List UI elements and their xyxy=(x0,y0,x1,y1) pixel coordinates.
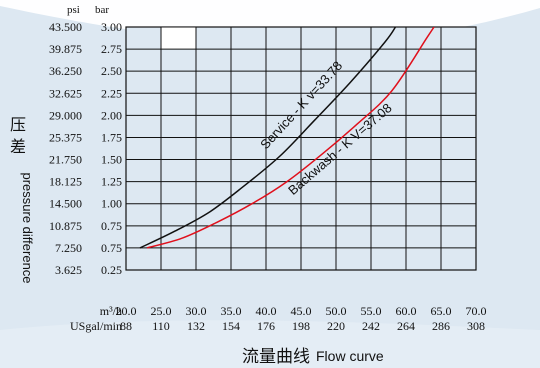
x-tick-label-m3h: 40.0 xyxy=(256,304,277,318)
x-tick-label-usgal: 88 xyxy=(120,319,132,333)
x-tick-label-m3h: 65.0 xyxy=(431,304,452,318)
x-tick-label-m3h: 55.0 xyxy=(361,304,382,318)
x-tick-label-usgal: 286 xyxy=(432,319,450,333)
chart-title-en: Flow curve xyxy=(316,348,384,364)
series-line-service xyxy=(139,27,397,249)
chart-title-cn: 流量曲线 xyxy=(242,347,310,366)
y-tick-label-bar: 2.75 xyxy=(101,42,122,56)
y-tick-label-bar: 3.00 xyxy=(101,20,122,34)
y-label-cn-1: 压 xyxy=(10,117,26,134)
x-tick-label-usgal: 220 xyxy=(327,319,345,333)
x-tick-label-m3h: 60.0 xyxy=(396,304,417,318)
y-tick-label-psi: 3.625 xyxy=(55,263,82,277)
x-unit-usgal: USgal/min xyxy=(70,319,122,333)
decorative-wave-bottom xyxy=(0,320,540,368)
x-tick-label-usgal: 198 xyxy=(292,319,310,333)
x-tick-label-usgal: 154 xyxy=(222,319,240,333)
x-tick-label-usgal: 176 xyxy=(257,319,275,333)
y-tick-label-bar: 1.75 xyxy=(101,130,122,144)
y-tick-label-psi: 25.375 xyxy=(49,130,82,144)
y-tick-label-psi: 43.500 xyxy=(49,20,82,34)
y-tick-label-bar: 0.25 xyxy=(101,263,122,277)
y-tick-label-bar: 0.75 xyxy=(101,241,122,255)
y-tick-label-bar: 0.75 xyxy=(101,219,122,233)
x-tick-label-m3h: 45.0 xyxy=(291,304,312,318)
x-tick-label-m3h: 35.0 xyxy=(221,304,242,318)
x-tick-label-usgal: 132 xyxy=(187,319,205,333)
series-line-backwash xyxy=(146,27,435,249)
y-tick-label-psi: 36.250 xyxy=(49,64,82,78)
x-tick-label-usgal: 264 xyxy=(397,319,415,333)
y-tick-label-psi: 29.000 xyxy=(49,108,82,122)
y-tick-label-psi: 7.250 xyxy=(55,241,82,255)
x-tick-label-m3h: 30.0 xyxy=(186,304,207,318)
x-tick-label-usgal: 110 xyxy=(152,319,170,333)
y-label-en: pressure difference xyxy=(20,172,35,283)
x-tick-label-usgal: 308 xyxy=(467,319,485,333)
grid-lines xyxy=(125,26,477,271)
y-tick-label-psi: 18.125 xyxy=(49,175,82,189)
y-tick-labels: 43.500 3.00 39.875 2.75 36.250 2.50 32.625 2.25… xyxy=(49,20,122,277)
y-tick-label-psi: 14.500 xyxy=(49,197,82,211)
y-tick-label-bar: 2.25 xyxy=(101,86,122,100)
y-tick-label-bar: 1.50 xyxy=(101,153,122,167)
y-label-cn-2: 差 xyxy=(10,138,26,156)
plot-corner-highlight xyxy=(161,27,196,50)
x-tick-label-usgal: 242 xyxy=(362,319,380,333)
x-unit-m3h: m³/h xyxy=(100,304,122,318)
y-tick-label-psi: 39.875 xyxy=(49,42,82,56)
x-tick-label-m3h: 20.0 xyxy=(116,304,137,318)
y-unit-psi: psi xyxy=(67,4,80,16)
x-tick-label-m3h: 70.0 xyxy=(466,304,487,318)
y-tick-label-psi: 21.750 xyxy=(49,153,82,167)
y-tick-label-bar: 1.00 xyxy=(101,197,122,211)
y-tick-label-psi: 10.875 xyxy=(49,219,82,233)
x-tick-label-m3h: 25.0 xyxy=(151,304,172,318)
y-unit-bar: bar xyxy=(95,4,109,16)
y-tick-label-psi: 32.625 xyxy=(49,86,82,100)
y-tick-label-bar: 1.25 xyxy=(101,175,122,189)
x-tick-label-m3h: 50.0 xyxy=(326,304,347,318)
y-tick-label-bar: 2.00 xyxy=(101,108,122,122)
y-tick-label-bar: 2.50 xyxy=(101,64,122,78)
